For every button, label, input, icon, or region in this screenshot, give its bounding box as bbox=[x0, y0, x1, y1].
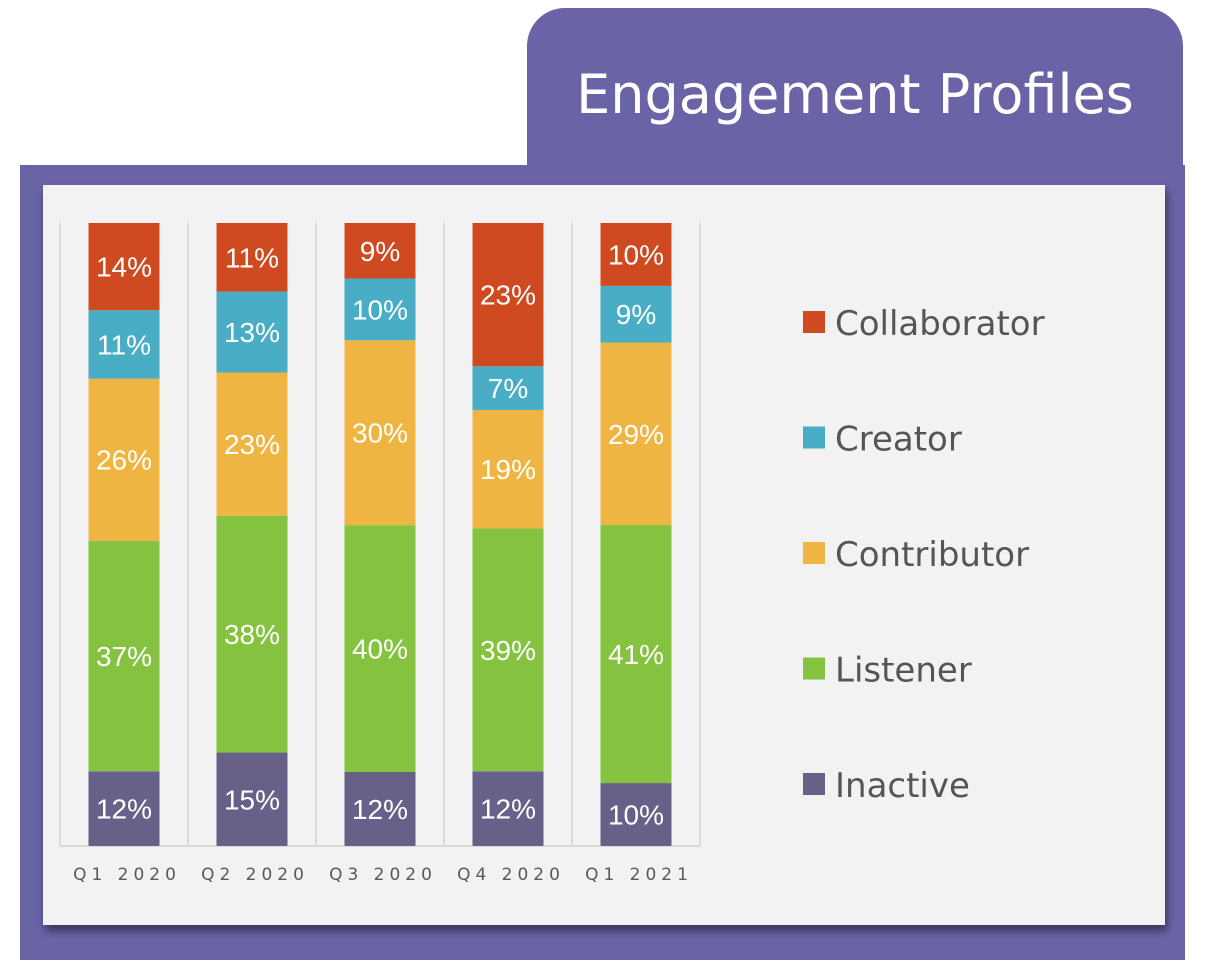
data-label: 9% bbox=[616, 299, 656, 330]
bar-segment-collaborator bbox=[88, 223, 160, 311]
bar-segment-creator bbox=[344, 278, 416, 341]
legend-label: Collaborator bbox=[835, 304, 1045, 344]
bar-segment-inactive bbox=[216, 752, 288, 846]
x-tick-label: Q4 2020 bbox=[457, 865, 565, 885]
bar-segment-inactive bbox=[600, 783, 672, 846]
bar-segment-creator bbox=[216, 291, 288, 373]
legend-swatch-inactive bbox=[803, 773, 825, 795]
data-label: 9% bbox=[360, 236, 400, 267]
legend-swatch-collaborator bbox=[803, 311, 825, 333]
legend-label: Listener bbox=[835, 651, 972, 691]
data-label: 12% bbox=[480, 794, 536, 825]
x-tick-label: Q1 2021 bbox=[585, 865, 693, 885]
data-label: 15% bbox=[224, 784, 280, 815]
bar-segment-listener bbox=[600, 525, 672, 784]
bar-segment-inactive bbox=[344, 771, 416, 846]
bar-segment-contributor bbox=[344, 340, 416, 526]
bar-segment-inactive bbox=[88, 771, 160, 846]
x-tick-label: Q2 2020 bbox=[201, 865, 309, 885]
chart-title: Engagement Profiles bbox=[576, 63, 1134, 126]
data-label: 23% bbox=[480, 280, 536, 311]
bar-segment-collaborator bbox=[472, 223, 544, 367]
data-label: 40% bbox=[352, 634, 408, 665]
data-label: 11% bbox=[97, 329, 151, 360]
data-label: 10% bbox=[608, 239, 664, 270]
bar-segment-contributor bbox=[472, 409, 544, 529]
data-label: 37% bbox=[96, 641, 152, 672]
x-tick-label: Q1 2020 bbox=[73, 865, 181, 885]
data-label: 39% bbox=[480, 635, 536, 666]
data-label: 12% bbox=[96, 794, 152, 825]
legend-swatch-contributor bbox=[803, 542, 825, 564]
legend-label: Inactive bbox=[835, 766, 970, 806]
bar-segment-creator bbox=[88, 310, 160, 379]
data-label: 13% bbox=[224, 317, 280, 348]
data-label: 30% bbox=[352, 418, 408, 449]
legend-swatch-listener bbox=[803, 657, 825, 680]
bar-segment-listener bbox=[88, 540, 160, 772]
bar-segment-creator bbox=[600, 285, 672, 343]
bar-segment-contributor bbox=[600, 342, 672, 526]
x-tick-label: Q3 2020 bbox=[329, 865, 437, 885]
bar-segment-collaborator bbox=[600, 223, 672, 286]
data-label: 10% bbox=[608, 800, 664, 831]
title-tab bbox=[527, 8, 1183, 183]
bar-segment-contributor bbox=[216, 372, 288, 516]
bar-segment-collaborator bbox=[216, 223, 288, 292]
data-label: 10% bbox=[352, 294, 408, 325]
bar-segment-contributor bbox=[88, 378, 160, 541]
bar-segment-creator bbox=[472, 366, 544, 410]
bar-segment-listener bbox=[344, 525, 416, 772]
bar-segment-inactive bbox=[472, 771, 544, 846]
data-label: 11% bbox=[225, 242, 279, 273]
data-label: 7% bbox=[488, 373, 528, 404]
data-label: 41% bbox=[608, 639, 664, 670]
data-label: 38% bbox=[224, 619, 280, 650]
legend-swatch-creator bbox=[803, 426, 825, 449]
data-label: 26% bbox=[96, 445, 152, 476]
data-label: 29% bbox=[608, 419, 664, 450]
data-label: 19% bbox=[480, 454, 536, 485]
bar-segment-listener bbox=[472, 528, 544, 772]
bar-segment-collaborator bbox=[344, 223, 416, 279]
data-label: 14% bbox=[96, 252, 152, 283]
data-label: 23% bbox=[224, 429, 280, 460]
legend-label: Contributor bbox=[835, 535, 1029, 575]
legend-label: Creator bbox=[835, 420, 962, 460]
bar-segment-listener bbox=[216, 515, 288, 753]
data-label: 12% bbox=[352, 794, 408, 825]
